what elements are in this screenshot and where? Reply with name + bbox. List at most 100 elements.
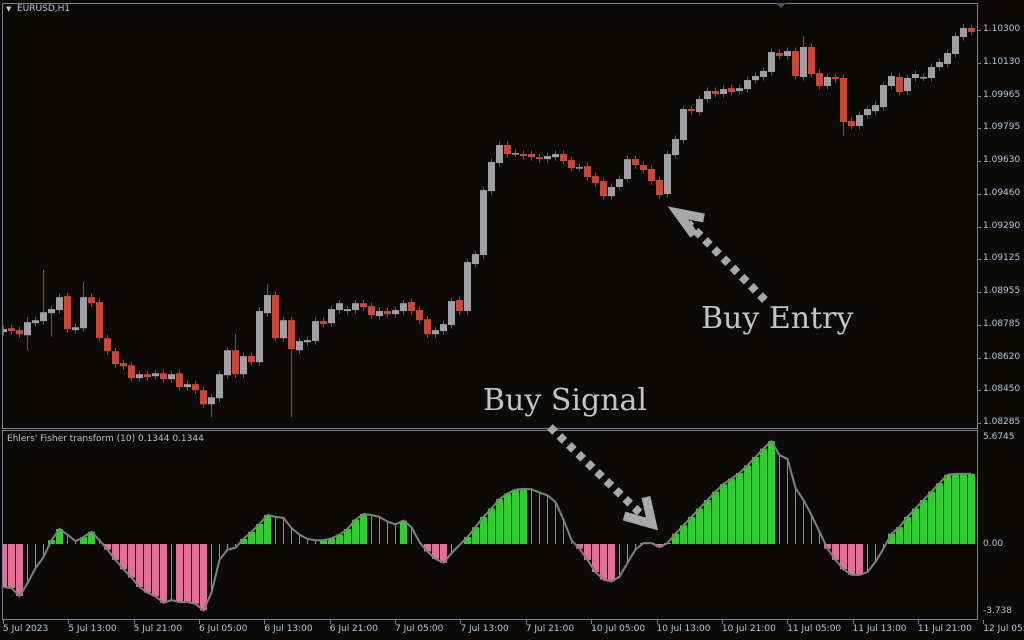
candle-body bbox=[488, 162, 495, 192]
candle-body bbox=[128, 365, 135, 379]
candle bbox=[64, 292, 71, 333]
time-tick bbox=[591, 620, 593, 624]
candle bbox=[288, 316, 295, 418]
candle bbox=[456, 296, 463, 315]
fisher-bar bbox=[608, 544, 615, 582]
candle-body bbox=[40, 312, 47, 322]
candle bbox=[608, 183, 615, 200]
candle bbox=[80, 282, 87, 332]
price-label: 1.09290 bbox=[983, 220, 1021, 231]
time-label: 5 Jul 2023 bbox=[3, 624, 49, 634]
candle bbox=[528, 150, 535, 161]
fisher-bar bbox=[696, 508, 703, 544]
candle-body bbox=[440, 324, 447, 332]
candle bbox=[104, 334, 111, 355]
candle bbox=[824, 73, 831, 90]
fisher-bar bbox=[144, 544, 151, 593]
candle-body bbox=[432, 330, 439, 335]
candle-body bbox=[24, 322, 31, 336]
price-tick bbox=[978, 259, 981, 261]
chart-shift-marker-icon[interactable] bbox=[776, 3, 786, 8]
candle-body bbox=[168, 374, 175, 380]
candle bbox=[704, 87, 711, 103]
candle-body bbox=[472, 254, 479, 265]
candle bbox=[480, 186, 487, 259]
candle bbox=[600, 177, 607, 200]
candle bbox=[720, 85, 727, 98]
price-chart-panel[interactable] bbox=[2, 3, 978, 429]
candle-body bbox=[104, 338, 111, 352]
candle-body bbox=[272, 295, 279, 339]
candle bbox=[360, 299, 367, 311]
candle-body bbox=[320, 321, 327, 325]
candle bbox=[416, 306, 423, 324]
candle bbox=[616, 175, 623, 191]
time-tick bbox=[852, 620, 854, 624]
fisher-bar bbox=[320, 540, 327, 544]
candle bbox=[712, 87, 719, 98]
candle bbox=[520, 150, 527, 160]
time-label: 11 Jul 05:00 bbox=[787, 624, 842, 634]
chart-title: EURUSD,H1 bbox=[17, 4, 71, 14]
fisher-bar bbox=[352, 519, 359, 544]
candle bbox=[832, 73, 839, 83]
candle bbox=[328, 305, 335, 327]
candle bbox=[48, 305, 55, 337]
candle bbox=[968, 24, 975, 36]
candle-body bbox=[504, 145, 511, 155]
indicator-panel[interactable] bbox=[2, 430, 978, 620]
fisher-bar bbox=[440, 544, 447, 563]
time-label: 7 Jul 21:00 bbox=[525, 624, 575, 634]
candle bbox=[384, 307, 391, 318]
candle-body bbox=[920, 77, 927, 79]
fisher-bar bbox=[56, 529, 63, 544]
time-label: 6 Jul 21:00 bbox=[329, 624, 378, 634]
candle bbox=[304, 336, 311, 346]
candle bbox=[56, 293, 63, 314]
fisher-bar bbox=[680, 525, 687, 544]
fisher-bar bbox=[496, 499, 503, 544]
fisher-bar bbox=[744, 465, 751, 544]
candle-body bbox=[824, 77, 831, 86]
fisher-bar bbox=[360, 514, 367, 544]
fisher-bar bbox=[120, 544, 127, 570]
fisher-bar bbox=[256, 523, 263, 544]
candle-body bbox=[632, 159, 639, 166]
candle-body bbox=[304, 340, 311, 343]
candle-body bbox=[232, 350, 239, 375]
candle bbox=[32, 316, 39, 327]
symbol-menu-icon[interactable]: ▼ bbox=[6, 5, 12, 13]
candle bbox=[792, 47, 799, 80]
time-tick bbox=[787, 620, 789, 624]
fisher-bar bbox=[488, 508, 495, 544]
candle bbox=[744, 76, 751, 93]
candle-body bbox=[912, 74, 919, 78]
candle-body bbox=[648, 169, 655, 182]
candle-body bbox=[80, 297, 87, 329]
fisher-bar bbox=[848, 544, 855, 575]
candle bbox=[448, 297, 455, 329]
fisher-bar bbox=[240, 538, 247, 544]
candle-body bbox=[16, 330, 23, 335]
candle-body bbox=[368, 306, 375, 316]
candle bbox=[320, 317, 327, 328]
indicator-axis-zero: 0.00 bbox=[983, 539, 1004, 549]
price-tick bbox=[978, 292, 981, 293]
time-tick bbox=[983, 620, 985, 624]
candle bbox=[352, 299, 359, 314]
candle-body bbox=[640, 165, 647, 171]
candle bbox=[784, 47, 791, 60]
candle-body bbox=[744, 80, 751, 90]
candle bbox=[952, 32, 959, 58]
fisher-bar bbox=[752, 457, 759, 544]
candle bbox=[696, 95, 703, 116]
candle-body bbox=[576, 167, 583, 169]
candle bbox=[728, 84, 735, 96]
candle-body bbox=[624, 159, 631, 180]
candle bbox=[272, 291, 279, 342]
candle-body bbox=[160, 373, 167, 380]
candle bbox=[936, 58, 943, 71]
candle-body bbox=[120, 363, 127, 367]
candle-body bbox=[184, 384, 191, 388]
